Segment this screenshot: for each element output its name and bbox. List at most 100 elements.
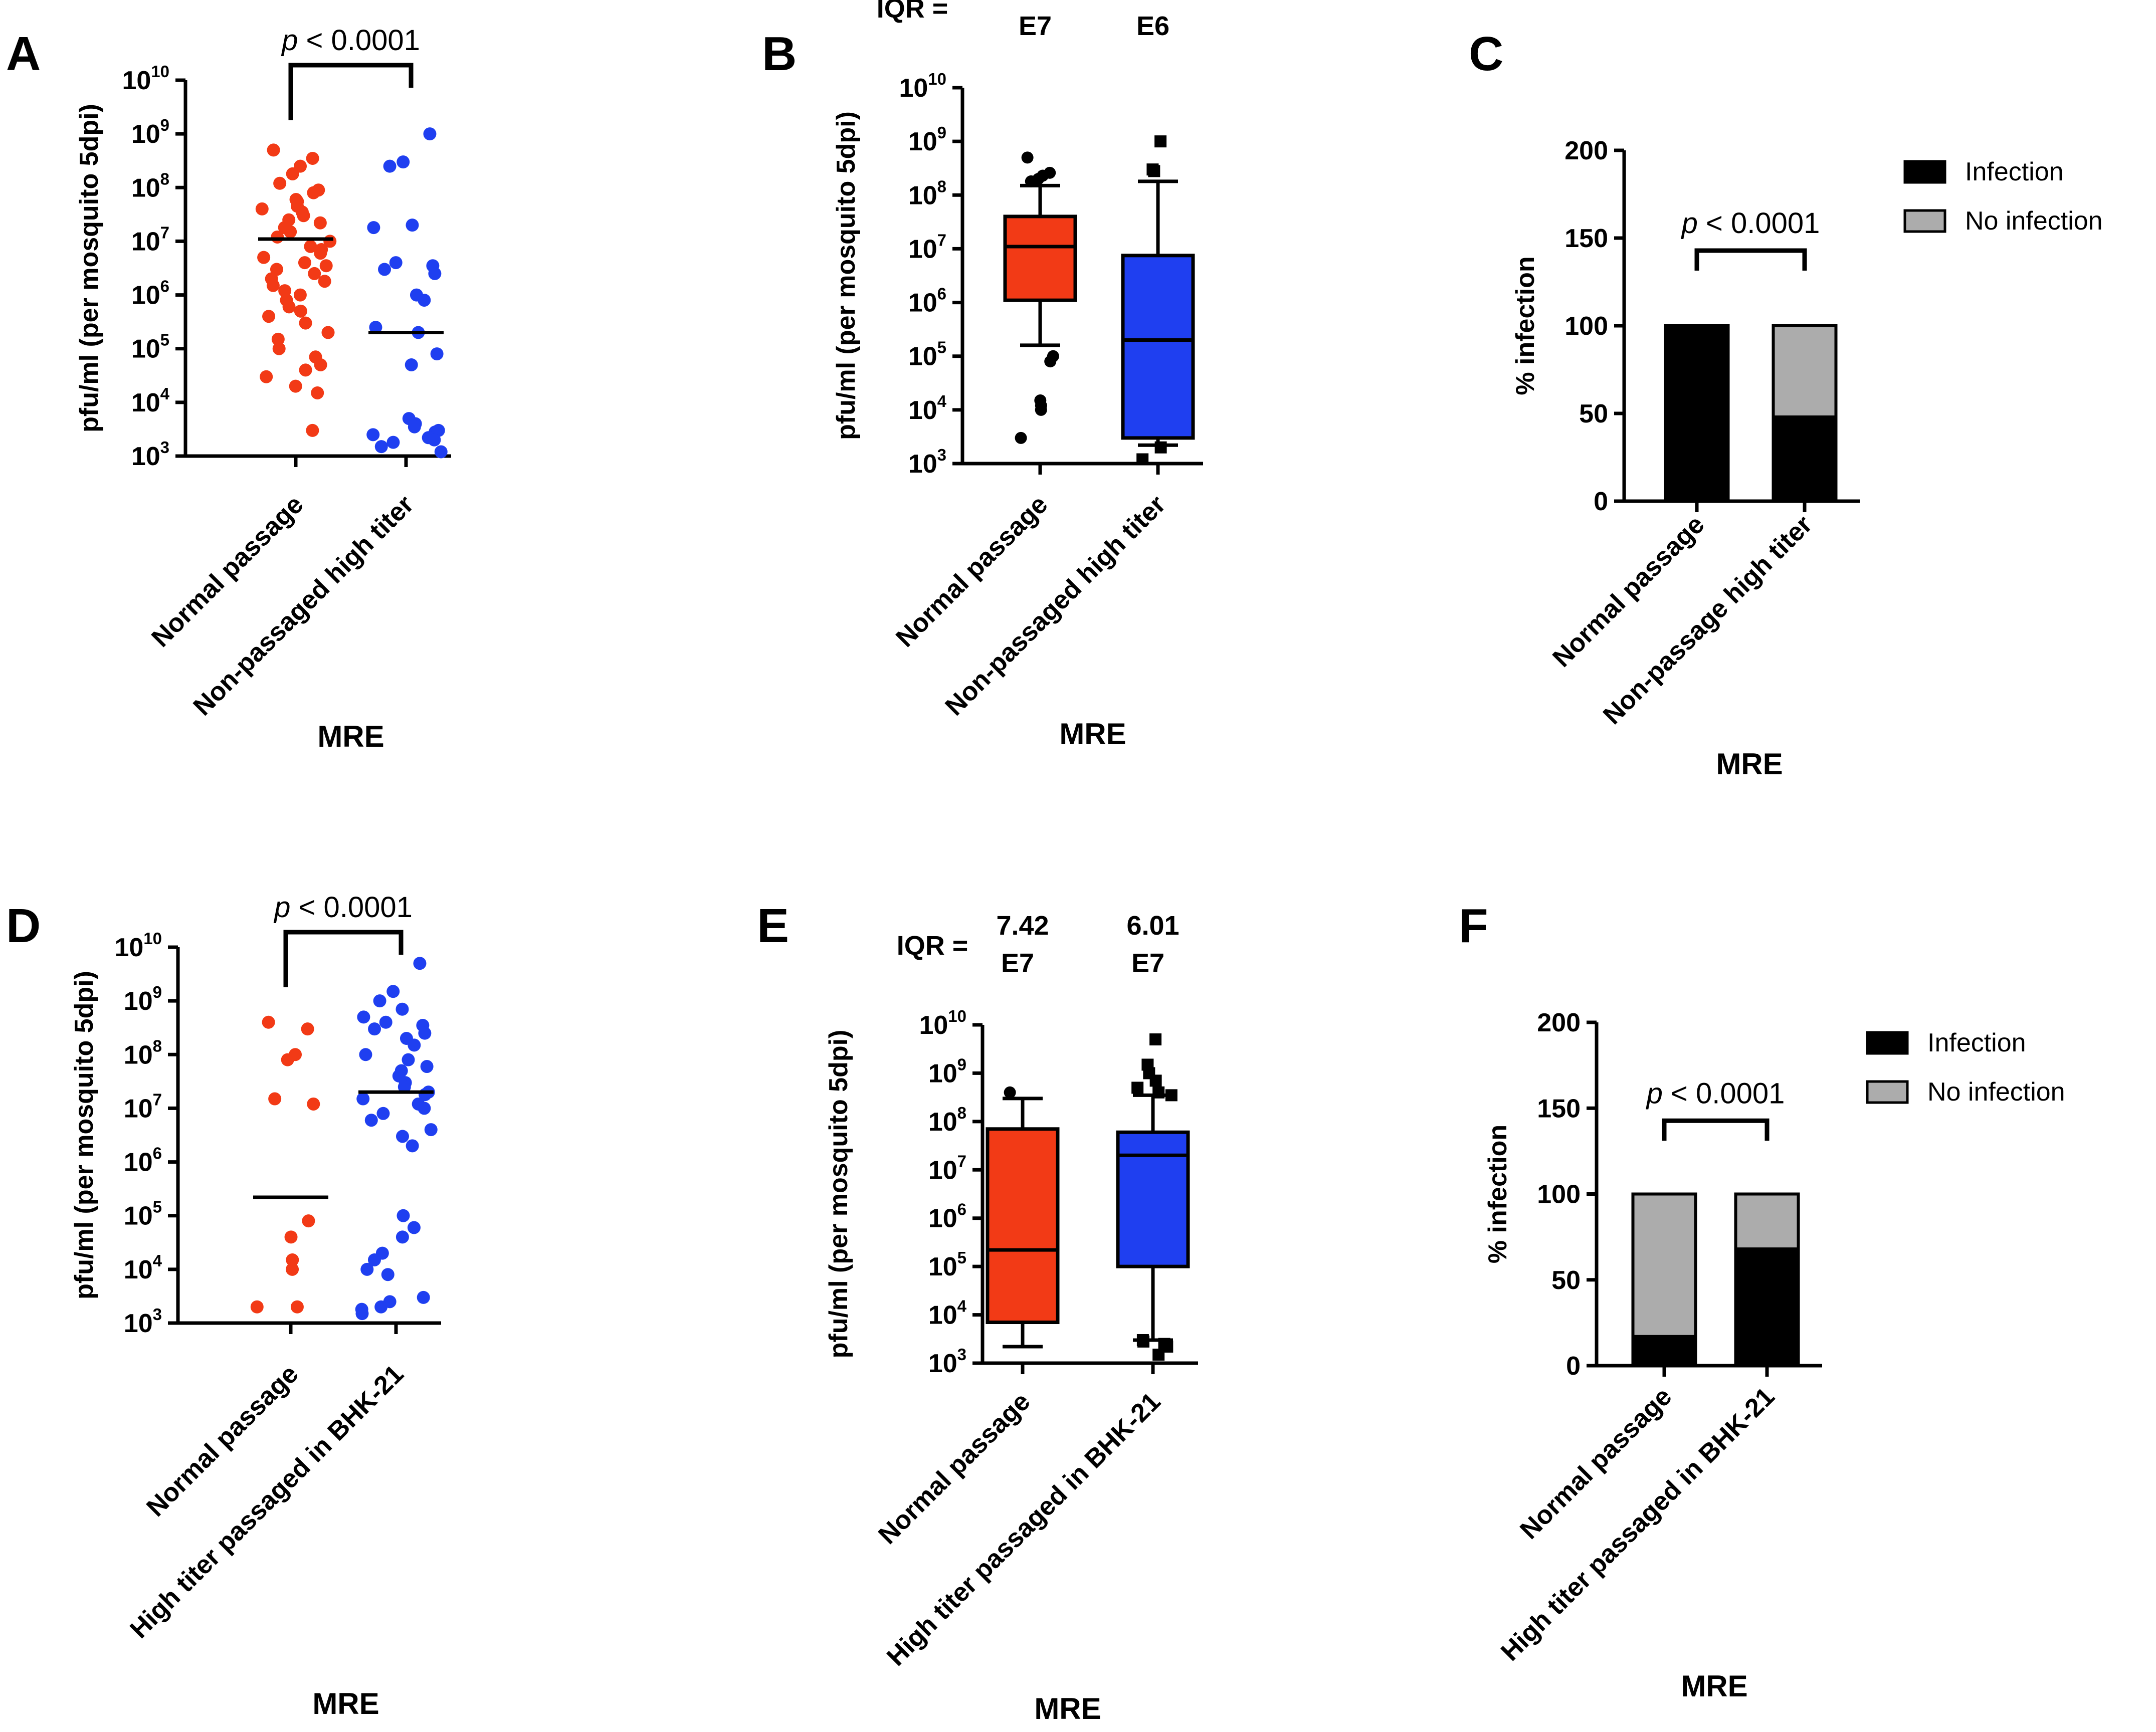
data-point xyxy=(271,230,284,244)
data-point xyxy=(383,159,397,173)
y-tick-label: 104 xyxy=(928,1297,967,1330)
data-point xyxy=(321,326,335,339)
panel-D: D 103 104 105 106 107 108 109 1010 pfu/ml (per mo… xyxy=(6,891,441,1720)
data-point xyxy=(364,1114,378,1127)
box xyxy=(1121,254,1195,440)
y-tick-label: 103 xyxy=(124,1305,162,1338)
y-tick-label: 1010 xyxy=(114,929,162,962)
outlier xyxy=(1154,441,1167,454)
iqr-label: IQR = xyxy=(897,931,968,961)
data-point xyxy=(286,1253,299,1266)
legend-label: No infection xyxy=(1965,206,2103,236)
bar-segment xyxy=(1772,415,1838,503)
data-point xyxy=(271,332,285,346)
data-point xyxy=(306,151,319,165)
data-point xyxy=(366,428,380,442)
data-point xyxy=(268,1092,282,1106)
box xyxy=(1116,1130,1190,1268)
y-tick-label: 107 xyxy=(131,223,169,256)
y-tick-label: 109 xyxy=(908,123,946,156)
legend-swatch xyxy=(1903,209,1946,233)
y-tick-label: 103 xyxy=(131,438,169,471)
data-point xyxy=(319,259,333,273)
outlier xyxy=(1149,1074,1162,1087)
outlier xyxy=(1021,151,1034,164)
iqr-exponent: E7 xyxy=(1131,948,1164,978)
outlier xyxy=(1004,1086,1016,1099)
data-point xyxy=(378,263,391,276)
data-point xyxy=(304,240,317,253)
y-axis-label: pfu/ml (per mosquito 5dpi) xyxy=(832,111,861,440)
y-tick-label: 108 xyxy=(124,1036,162,1069)
data-point xyxy=(386,985,400,998)
data-point xyxy=(396,1130,409,1143)
data-point xyxy=(357,1010,370,1024)
panel-label: D xyxy=(6,899,41,953)
group-label: MRE xyxy=(1681,1669,1747,1703)
data-point xyxy=(402,1053,415,1066)
data-point xyxy=(301,1022,314,1036)
y-tick-label: 1010 xyxy=(899,70,946,103)
data-point xyxy=(359,1048,372,1061)
y-tick-label: 109 xyxy=(131,116,169,149)
data-point xyxy=(407,1221,421,1234)
y-tick-label: 50 xyxy=(1579,399,1608,428)
outlier xyxy=(1136,453,1149,466)
data-point xyxy=(430,347,444,361)
outlier xyxy=(1152,1349,1165,1361)
outlier xyxy=(1131,1081,1144,1094)
data-point xyxy=(381,1268,395,1281)
data-point xyxy=(306,423,319,437)
outlier xyxy=(1152,1086,1165,1099)
y-tick-label: 107 xyxy=(124,1090,162,1123)
panel-label: C xyxy=(1469,27,1503,81)
y-axis-label: % infection xyxy=(1483,1125,1512,1263)
bar-segment xyxy=(1631,1335,1697,1367)
y-tick-label: 200 xyxy=(1537,1008,1581,1037)
y-tick-label: 106 xyxy=(928,1200,966,1233)
panel-label: F xyxy=(1459,899,1488,953)
data-point xyxy=(397,1209,410,1222)
data-point xyxy=(314,247,327,260)
data-point xyxy=(318,275,331,288)
outlier xyxy=(1154,135,1167,148)
y-tick-label: 106 xyxy=(124,1144,162,1177)
data-point xyxy=(418,1102,431,1115)
data-point xyxy=(379,1015,393,1029)
data-point xyxy=(299,316,312,330)
legend-label: Infection xyxy=(1927,1028,2026,1057)
data-point xyxy=(257,251,271,264)
group-label: MRE xyxy=(1059,717,1126,751)
y-tick-label: 106 xyxy=(131,277,169,310)
y-tick-label: 103 xyxy=(928,1345,966,1378)
data-point xyxy=(298,256,311,270)
data-point xyxy=(369,321,382,334)
p-value: p < 0.0001 xyxy=(1681,207,1820,240)
y-tick-label: 106 xyxy=(908,285,946,318)
data-point xyxy=(367,221,380,235)
data-point xyxy=(423,127,437,141)
data-point xyxy=(356,1092,370,1106)
box xyxy=(1003,214,1077,302)
data-point xyxy=(290,1300,304,1314)
panel-label: E xyxy=(757,899,789,953)
bar-segment xyxy=(1664,324,1730,503)
group-label: MRE xyxy=(1716,747,1783,781)
y-tick-label: 105 xyxy=(908,338,946,371)
data-point xyxy=(294,304,307,318)
data-point xyxy=(406,219,419,232)
legend-label: Infection xyxy=(1965,157,2064,186)
data-point xyxy=(405,358,418,371)
data-point xyxy=(297,209,310,223)
data-point xyxy=(307,186,320,199)
data-point xyxy=(313,216,327,230)
y-tick-label: 150 xyxy=(1564,224,1608,253)
data-point xyxy=(267,143,280,157)
bar-segment xyxy=(1631,1192,1697,1338)
data-point xyxy=(418,293,431,307)
panel-label: B xyxy=(762,27,797,81)
data-point xyxy=(406,1139,419,1153)
y-tick-label: 104 xyxy=(124,1251,162,1284)
data-point xyxy=(314,358,327,371)
